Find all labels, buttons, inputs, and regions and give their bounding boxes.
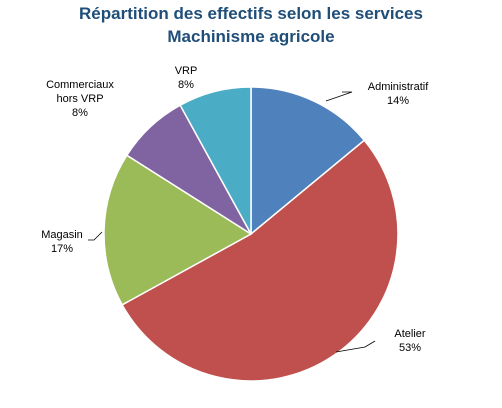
data-label-administratif: Administratif 14%: [368, 81, 429, 107]
slice-percent-label: 17%: [51, 243, 73, 255]
slice-name-label: Magasin: [41, 229, 83, 241]
pie-slice-administratif: [250, 86, 366, 236]
pie-slice-vrp: [179, 86, 252, 235]
data-label-atelier: Atelier 53%: [394, 328, 426, 354]
slice-name-label: hors VRP: [56, 93, 103, 105]
chart-title: Répartition des effectifs selon les serv…: [0, 2, 502, 48]
slice-percent-label: 8%: [178, 79, 194, 91]
leader-line: [88, 231, 103, 241]
data-label-magasin: Magasin 17%: [41, 229, 83, 255]
data-label-commerciaux-hors-vrp: Commerciaux hors VRP 8%: [46, 79, 114, 119]
pie-slice-atelier: [121, 139, 399, 382]
leader-line: [325, 91, 353, 102]
leader-line: [335, 340, 376, 353]
slice-name-label: Atelier: [394, 328, 426, 340]
slice-percent-label: 53%: [399, 342, 421, 354]
slice-name-label: Administratif: [368, 81, 429, 93]
pie-slice-magasin: [103, 154, 253, 306]
slice-percent-label: 8%: [72, 107, 88, 119]
chart-title-line2: Machinisme agricole: [167, 27, 335, 46]
slice-percent-label: 14%: [387, 95, 409, 107]
slice-name-label: Commerciaux: [46, 79, 114, 91]
data-label-vrp: VRP 8%: [175, 65, 198, 91]
slice-name-label: VRP: [175, 65, 198, 77]
chart-title-line1: Répartition des effectifs selon les serv…: [79, 4, 423, 23]
